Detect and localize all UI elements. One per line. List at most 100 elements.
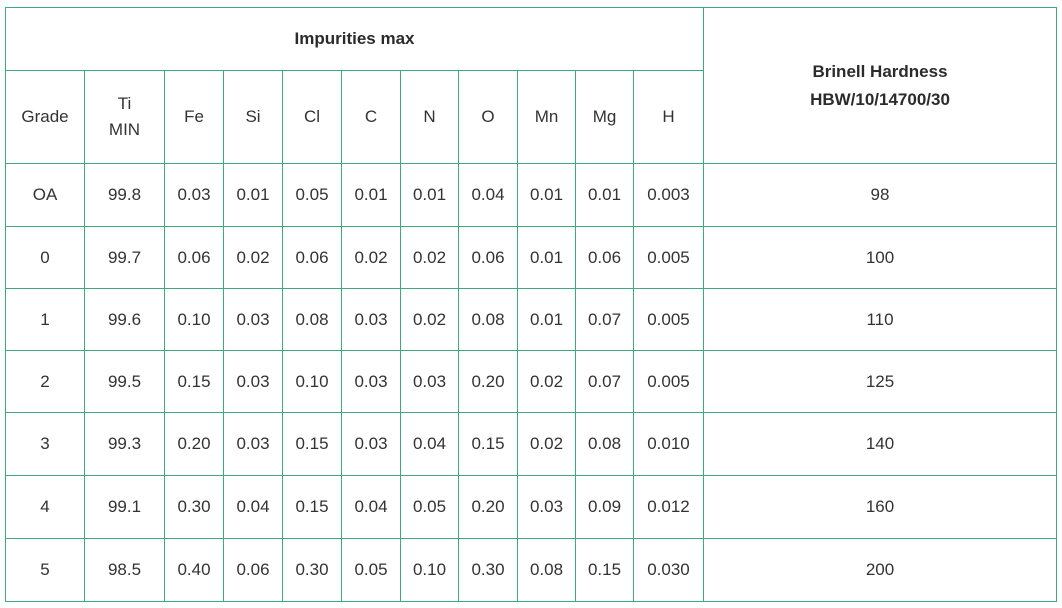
cell: 0.15 [164,350,224,413]
column-header: Fe [164,70,224,164]
cell: 0.30 [164,475,224,539]
cell: 0.03 [341,288,401,351]
cell: 0.03 [223,350,283,413]
cell: 0.05 [282,163,342,227]
cell: 0 [5,226,85,289]
cell: 0.08 [575,412,634,476]
column-header-text: Mn [534,107,559,126]
cell: 0.05 [400,475,459,539]
group-header: Impurities max [5,7,704,71]
cell: 0.01 [517,226,576,289]
data-row: 1 99.6 0.10 0.03 0.08 0.03 0.02 0.08 0.01 0.07 0.0… [5,288,1057,351]
hardness-subtitle: HBW/10/14700/30 [810,89,950,109]
cell: 0.15 [282,412,342,476]
cell: 0.030 [633,538,704,602]
cell: 0.08 [282,288,342,351]
cell: 0.02 [400,226,459,289]
hardness-title: Brinell Hardness [812,61,948,81]
cell: 0.10 [164,288,224,351]
cell: 4 [5,475,85,539]
cell: 0.03 [223,412,283,476]
column-header: Si [223,70,283,164]
cell: 0.005 [633,226,704,289]
cell: 0.06 [282,226,342,289]
column-header: Mg [575,70,634,164]
cell: 99.6 [84,288,165,351]
cell: 0.03 [223,288,283,351]
cell: 0.07 [575,288,634,351]
cell: 0.08 [458,288,518,351]
cell: 0.09 [575,475,634,539]
column-header-text: Mg [592,107,617,126]
cell: 0.04 [341,475,401,539]
column-header: N [400,70,459,164]
cell: 0.06 [575,226,634,289]
column-header: Mn [517,70,576,164]
column-header-text: O [481,107,495,126]
cell: 0.30 [458,538,518,602]
data-row: 5 98.5 0.40 0.06 0.30 0.05 0.10 0.30 0.08 0.15 0.0… [5,538,1057,602]
column-header: H [633,70,704,164]
cell: 98.5 [84,538,165,602]
cell: 0.06 [164,226,224,289]
cell: 0.01 [575,163,634,227]
cell: 0.03 [341,350,401,413]
cell: 0.15 [575,538,634,602]
cell: 0.03 [400,350,459,413]
cell: 0.40 [164,538,224,602]
cell: 0.04 [400,412,459,476]
cell: 0.02 [517,412,576,476]
cell: 0.02 [223,226,283,289]
cell: 0.04 [458,163,518,227]
titanium-grades-table: Impurities max Brinell Hardness HBW/10/1… [5,7,1057,602]
cell: 98 [703,163,1057,227]
cell: 0.20 [164,412,224,476]
cell: 0.03 [517,475,576,539]
cell: 0.02 [400,288,459,351]
cell: 1 [5,288,85,351]
cell: 0.20 [458,475,518,539]
cell: 0.10 [400,538,459,602]
cell: 0.02 [341,226,401,289]
column-header-text: Ti MIN [108,94,141,139]
cell: 200 [703,538,1057,602]
cell: 0.005 [633,288,704,351]
cell: 0.07 [575,350,634,413]
data-row: 4 99.1 0.30 0.04 0.15 0.04 0.05 0.20 0.03 0.09 0.0… [5,475,1057,539]
cell: 0.08 [517,538,576,602]
cell: 0.005 [633,350,704,413]
cell: 0.03 [341,412,401,476]
cell: 0.01 [517,288,576,351]
cell: 0.03 [164,163,224,227]
column-header: Ti MIN [84,70,165,164]
cell: 100 [703,226,1057,289]
cell: 99.3 [84,412,165,476]
cell: 0.02 [517,350,576,413]
header-row: Impurities max Brinell Hardness HBW/10/1… [5,7,1057,164]
column-header-text: Fe [184,107,204,126]
cell: 99.7 [84,226,165,289]
cell: 0.15 [458,412,518,476]
cell: 0.003 [633,163,704,227]
cell: 0.20 [458,350,518,413]
cell: 160 [703,475,1057,539]
data-row: 2 99.5 0.15 0.03 0.10 0.03 0.03 0.20 0.02 0.07 0.0… [5,350,1057,413]
cell: OA [5,163,85,227]
data-row: OA 99.8 0.03 0.01 0.05 0.01 0.01 0.04 0.01 0.01 0.… [5,163,1057,227]
cell: 0.012 [633,475,704,539]
cell: 140 [703,412,1057,476]
column-header-text: Si [245,107,261,126]
cell: 0.01 [400,163,459,227]
hardness-header: Brinell Hardness HBW/10/14700/30 [703,7,1057,164]
cell: 99.5 [84,350,165,413]
cell: 3 [5,412,85,476]
cell: 0.01 [517,163,576,227]
column-header-text: H [662,107,675,126]
cell: 99.8 [84,163,165,227]
cell: 0.06 [458,226,518,289]
cell: 0.30 [282,538,342,602]
column-header-text: Grade [21,107,69,126]
cell: 0.04 [223,475,283,539]
cell: 110 [703,288,1057,351]
